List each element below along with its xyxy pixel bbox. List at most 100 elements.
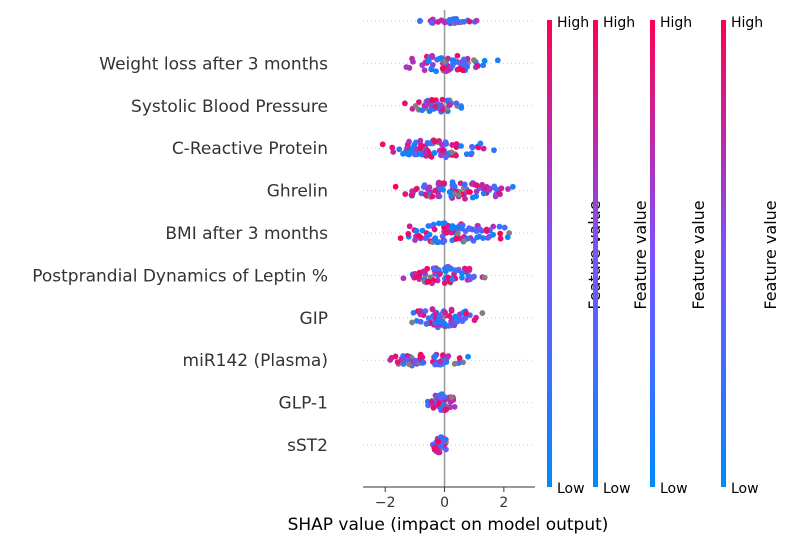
shap-dot xyxy=(437,314,444,321)
shap-dot xyxy=(425,278,432,285)
shap-dot xyxy=(425,315,432,321)
shap-dot xyxy=(440,352,446,359)
shap-dot xyxy=(456,355,463,361)
shap-dot xyxy=(392,183,399,190)
colorbar-high-label: High xyxy=(603,15,635,31)
shap-dot xyxy=(409,319,415,326)
colorbar-low-label: Low xyxy=(603,481,631,497)
shap-dot xyxy=(427,140,434,147)
x-axis-title: SHAP value (impact on model output) xyxy=(288,515,609,535)
shap-dot xyxy=(463,310,470,317)
colorbar-low-label: Low xyxy=(660,481,688,497)
shap-dot xyxy=(462,195,468,202)
colorbar-low-label: Low xyxy=(557,481,585,497)
shap-dot xyxy=(438,17,445,24)
shap-dot xyxy=(449,225,455,231)
shap-dot xyxy=(473,193,480,200)
shap-dot xyxy=(403,64,410,70)
shap-dot xyxy=(474,234,481,241)
shap-dot xyxy=(394,359,401,366)
shap-dot xyxy=(448,306,455,313)
shap-dot xyxy=(491,147,497,154)
shap-dot xyxy=(413,227,420,234)
shap-dot xyxy=(429,97,435,104)
shap-dot xyxy=(451,403,458,410)
feature-label: C-Reactive Protein xyxy=(172,139,328,159)
shap-dot xyxy=(435,181,442,187)
shap-dot xyxy=(473,182,480,189)
shap-dot xyxy=(473,228,480,234)
colorbar: High Low Feature value xyxy=(650,15,708,497)
shap-dot xyxy=(458,105,465,111)
shap-dot xyxy=(405,230,412,237)
shap-dot xyxy=(422,191,429,198)
shap-dot xyxy=(486,185,493,192)
shap-dot xyxy=(449,57,456,64)
shap-dot xyxy=(467,189,473,195)
shap-dot xyxy=(448,193,455,200)
shap-dot xyxy=(424,98,431,105)
shap-dot xyxy=(504,234,511,241)
shap-dot xyxy=(423,320,430,327)
shap-dot xyxy=(412,357,419,364)
shap-dot xyxy=(479,310,486,316)
shap-dot xyxy=(404,144,411,151)
feature-label: Ghrelin xyxy=(267,182,328,202)
shap-dot xyxy=(388,354,395,361)
shap-dot xyxy=(458,225,465,232)
shap-dot xyxy=(443,406,450,413)
shap-dot xyxy=(402,191,409,197)
shap-dot xyxy=(432,310,439,317)
shap-dot xyxy=(432,361,438,368)
shap-dot xyxy=(416,309,423,316)
feature-label: sST2 xyxy=(287,436,328,456)
shap-dot xyxy=(477,140,484,147)
shap-dot xyxy=(466,225,473,232)
shap-dot xyxy=(413,186,420,193)
shap-dot xyxy=(432,353,438,360)
shap-dot xyxy=(446,102,453,108)
shap-dot xyxy=(416,18,423,24)
shap-dot xyxy=(429,306,436,313)
shap-dot xyxy=(424,186,431,192)
shap-dot xyxy=(410,309,417,316)
x-tick-label: 2 xyxy=(499,495,508,511)
shap-dot xyxy=(406,138,412,145)
colorbar: High Low Feature value xyxy=(721,15,780,497)
shap-dot xyxy=(481,274,488,281)
shap-dot xyxy=(396,146,403,153)
shap-dot xyxy=(436,449,443,456)
shap-dot xyxy=(379,141,386,148)
shap-dot xyxy=(501,224,508,231)
feature-label: BMI after 3 months xyxy=(165,224,328,244)
shap-dot xyxy=(491,183,498,190)
shap-dot xyxy=(480,62,487,69)
shap-dot xyxy=(470,57,477,63)
shap-dot xyxy=(452,19,459,25)
shap-dot xyxy=(509,183,516,190)
colorbar-gradient xyxy=(593,20,598,487)
shap-dot xyxy=(428,19,435,26)
shap-dot xyxy=(453,152,459,159)
shap-dot xyxy=(439,141,445,148)
shap-dot xyxy=(421,67,428,74)
feature-label: Weight loss after 3 months xyxy=(99,54,328,74)
shap-dot xyxy=(419,360,426,366)
shap-dot xyxy=(443,229,450,236)
shap-dot xyxy=(420,268,427,275)
shap-dot xyxy=(417,137,424,144)
shap-dot xyxy=(469,143,475,150)
shap-dot xyxy=(451,360,458,367)
colorbar: High Low Feature value xyxy=(593,15,650,497)
shap-dot xyxy=(431,446,438,453)
shap-dot xyxy=(390,149,397,155)
shap-dot xyxy=(453,100,460,107)
colorbar-high-label: High xyxy=(660,15,692,31)
shap-dot xyxy=(417,318,424,325)
shap-dot xyxy=(416,99,422,105)
colorbars: High Low Feature value High Low Feature value… xyxy=(547,15,780,497)
shap-dot xyxy=(416,232,422,239)
shap-dot xyxy=(460,359,466,366)
shap-dot xyxy=(446,17,452,24)
colorbar-title: Feature value xyxy=(689,200,708,309)
